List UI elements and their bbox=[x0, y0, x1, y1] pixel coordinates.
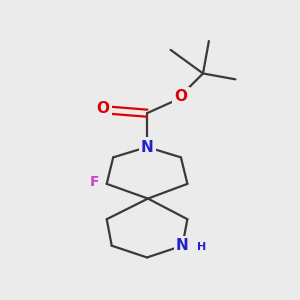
Text: O: O bbox=[174, 89, 188, 104]
Text: O: O bbox=[96, 101, 110, 116]
Text: N: N bbox=[141, 140, 153, 154]
Text: F: F bbox=[90, 176, 99, 189]
Text: H: H bbox=[196, 242, 206, 252]
Text: N: N bbox=[176, 238, 189, 253]
